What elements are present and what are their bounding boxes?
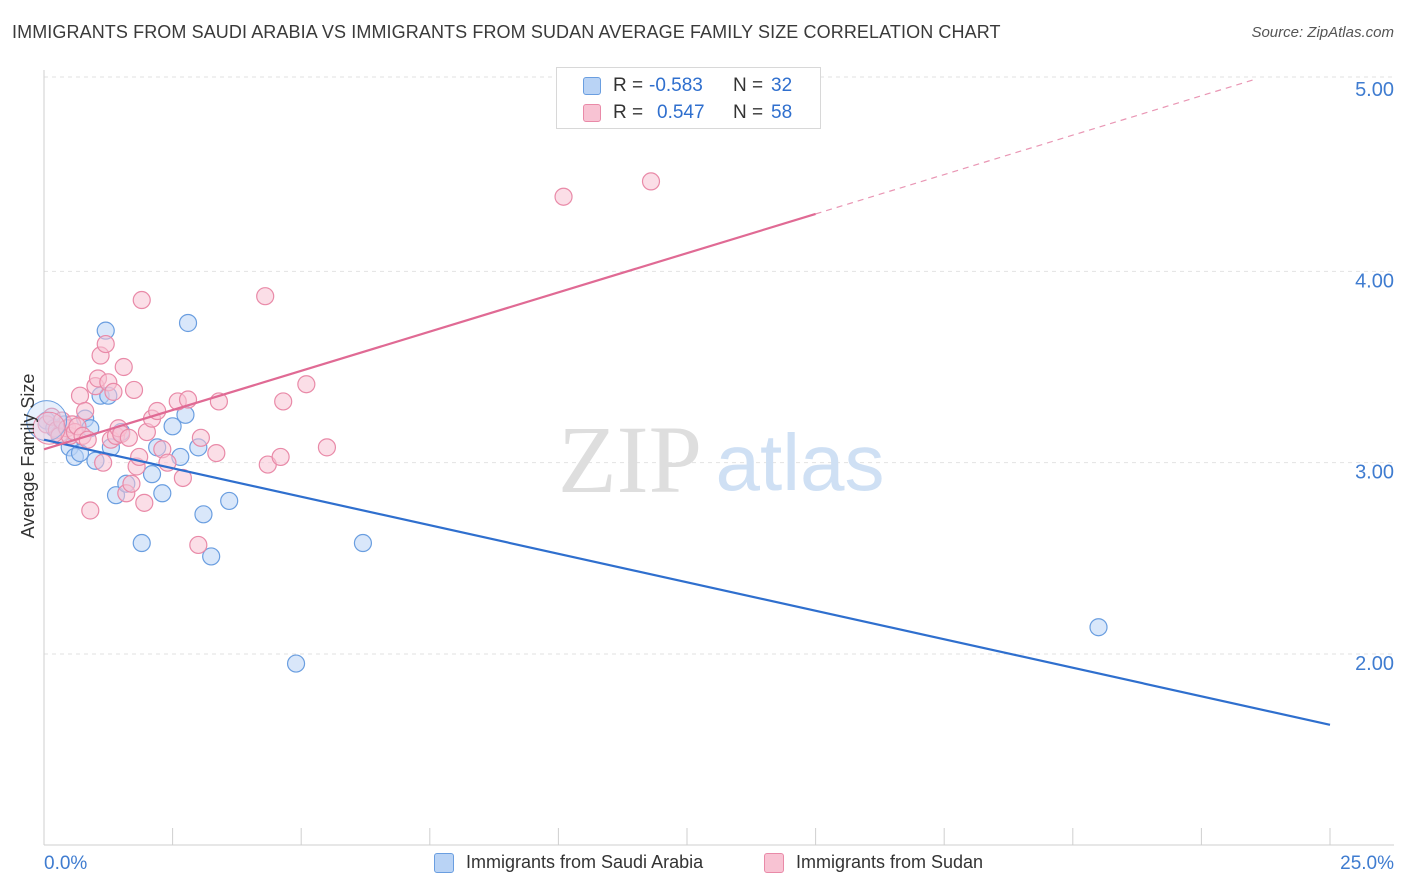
x-tick-label-start: 0.0% [44,853,87,874]
saudi-r-value: -0.583 [649,75,703,96]
point-saudi [353,533,373,553]
point-saudi [202,547,221,566]
point-saudi [132,533,151,553]
legend-swatch-sudan [764,853,784,873]
point-sudan [135,493,154,512]
saudi-n-value: 32 [771,75,793,96]
legend-label-saudi: Immigrants from Saudi Arabia [466,852,704,872]
point-saudi [142,465,162,484]
point-saudi [153,484,172,503]
point-sudan [70,386,90,405]
watermark: ZIP atlas [558,406,884,513]
y-tick-label: 5.00 [1355,79,1394,101]
point-sudan [81,501,100,520]
point-sudan [122,474,141,493]
point-sudan [271,447,290,467]
sudan-r-label: R = [613,102,644,123]
point-sudan [124,380,144,400]
y-tick-label: 3.00 [1355,462,1394,484]
point-sudan [274,392,293,411]
trend-layer [43,79,1331,726]
chart-title: IMMIGRANTS FROM SAUDI ARABIA VS IMMIGRAN… [12,22,1001,42]
sudan-swatch [583,104,601,122]
y-tick-label: 4.00 [1355,270,1394,292]
trendline-sudan [43,212,816,451]
source-credit: Source: ZipAtlas.com [1251,24,1394,41]
x-tick-label-end: 25.0% [1340,853,1394,874]
point-saudi [194,505,213,524]
point-sudan [297,375,316,394]
saudi-r-label: R = [613,75,644,96]
sudan-n-label: N = [733,102,764,123]
point-sudan [96,334,115,354]
point-saudi [1089,618,1108,637]
point-sudan [94,453,113,472]
label-layer: 2.00 3.00 4.00 5.00 0.0% 25.0% Average Family … [18,79,1394,874]
point-sudan [114,357,133,377]
trendline-saudi [43,438,1331,726]
points-layer [26,172,1108,673]
point-sudan [554,187,573,206]
stats-legend: R = -0.583 N = 32 R = 0.547 N = 58 [556,67,821,129]
point-sudan [641,172,661,191]
point-sudan-cluster [32,411,66,445]
point-sudan [189,535,208,555]
watermark-zip: ZIP [558,406,702,513]
trendline-sudan-extension [815,79,1254,215]
point-sudan [207,444,226,463]
y-axis-title: Average Family Size [18,374,38,539]
watermark-atlas: atlas [716,418,885,507]
point-saudi [220,491,239,511]
axis-layer [43,70,1394,846]
point-saudi [178,313,198,333]
point-sudan [191,428,210,447]
sudan-n-value: 58 [771,102,793,123]
point-saudi [286,654,306,673]
point-sudan [256,287,275,306]
point-sudan [317,438,337,457]
saudi-swatch [583,77,601,95]
y-tick-label: 2.00 [1355,653,1394,675]
saudi-n-label: N = [733,75,764,96]
point-saudi [163,417,182,436]
legend-label-sudan: Immigrants from Sudan [796,852,984,872]
point-sudan [119,428,138,447]
point-sudan [104,382,123,401]
sudan-r-value: 0.547 [657,102,705,123]
point-sudan [76,401,95,421]
legend-swatch-saudi [434,853,454,873]
grid-layer [44,76,1394,655]
point-sudan [132,290,151,310]
